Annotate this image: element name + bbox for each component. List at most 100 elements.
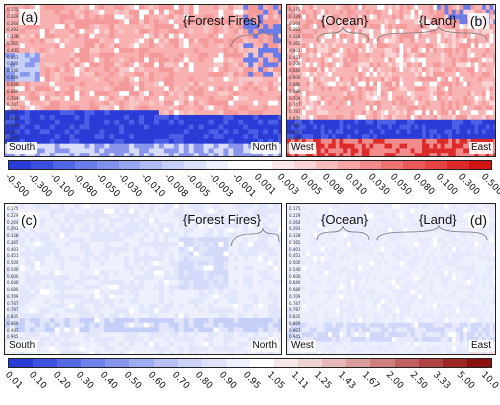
heatmap-cell [309,86,314,92]
heatmap-cell [114,294,120,300]
heatmap-cell [422,95,427,102]
heatmap-cell [362,14,367,20]
heatmap-cell [228,81,234,87]
heatmap-cell [467,91,472,97]
heatmap-cell [218,33,225,40]
heatmap-cell [324,143,329,150]
heatmap-cell [203,52,210,59]
heatmap-cell [425,114,431,121]
heatmap-cell [238,138,244,145]
heatmap-cell [429,110,434,116]
heatmap-cell [9,237,16,243]
heatmap-cell [218,57,225,63]
heatmap-cell [163,223,170,229]
heatmap-cell [59,313,66,319]
heatmap-cell [64,213,71,219]
heatmap-cell [44,213,51,219]
heatmap-cell [463,114,468,121]
heatmap-cell [302,119,307,126]
heatmap-cell [124,351,130,354]
heatmap-cell [313,28,318,35]
heatmap-cell [119,86,125,92]
heatmap-cell [5,38,11,44]
heatmap-cell [437,62,442,68]
heatmap-cell [64,105,71,111]
heatmap-cell [104,341,110,348]
heatmap-cell [99,124,105,130]
heatmap-cell [59,48,66,54]
heatmap-cell [440,124,446,130]
heatmap-cell [253,105,259,111]
heatmap-cell [69,270,76,276]
heatmap-cell [94,129,100,135]
heatmap-cell [178,327,185,333]
heatmap-cell [324,95,329,102]
heatmap-cell [362,138,367,145]
heatmap-cell [433,153,438,156]
heatmap-cell [425,148,431,154]
heatmap-cell [139,81,145,87]
heatmap-cell [377,153,382,156]
heatmap-cell [84,232,90,238]
heatmap-cell [418,48,423,54]
heatmap-cell [294,86,299,92]
heatmap-cell [470,105,476,111]
heatmap-cell [158,86,165,92]
heatmap-cell [467,62,472,68]
heatmap-cell [69,91,76,97]
heatmap-cell [403,14,408,20]
heatmap-cell [248,43,254,49]
heatmap-cell [49,57,56,63]
heatmap-cell [114,134,120,140]
heatmap-cell [263,62,269,68]
heatmap-cell [343,134,348,140]
heatmap-cell [89,223,95,229]
heatmap-cell [433,91,438,97]
heatmap-cell [29,95,36,102]
heatmap-cell [414,134,419,140]
heatmap-cell [339,9,344,16]
heatmap-cell [24,129,31,135]
heatmap-cell [358,24,363,30]
heatmap-cell [193,299,200,305]
heatmap-cell [104,48,110,54]
heatmap-cell [455,76,461,83]
heatmap-cell [59,24,66,30]
heatmap-cell [218,62,225,68]
heatmap-cell [437,67,442,73]
heatmap-cell [339,19,344,25]
heatmap-cell [104,308,110,314]
heatmap-cell [178,71,185,78]
heatmap-cell [268,38,274,44]
heatmap-cell [124,19,130,25]
heatmap-cell [248,52,254,59]
heatmap-cell [243,33,249,40]
heatmap-cell [238,119,244,126]
heatmap-cell [134,261,140,267]
heatmap-cell [168,5,175,11]
heatmap-cell [233,19,239,25]
heatmap-cell [49,332,56,338]
heatmap-cell [258,62,264,68]
heatmap-cell [493,124,495,130]
heatmap-cell [474,67,479,73]
heatmap-cell [74,308,81,314]
heatmap-cell [79,265,86,272]
heatmap-cell [335,95,341,102]
heatmap-cell [395,43,401,49]
heatmap-cell [129,19,135,25]
heatmap-cell [493,95,495,102]
heatmap-cell [173,129,180,135]
heatmap-cell [278,5,281,11]
heatmap-cell [109,91,115,97]
heatmap-cell [158,284,165,291]
heatmap-cell [94,67,100,73]
heatmap-cell [440,52,446,59]
heatmap-cell [24,95,31,102]
heatmap-cell [124,261,130,267]
heatmap-cell [298,33,303,40]
heatmap-cell [273,52,279,59]
heatmap-cell [114,48,120,54]
heatmap-cell [54,119,61,126]
heatmap-cell [455,62,461,68]
